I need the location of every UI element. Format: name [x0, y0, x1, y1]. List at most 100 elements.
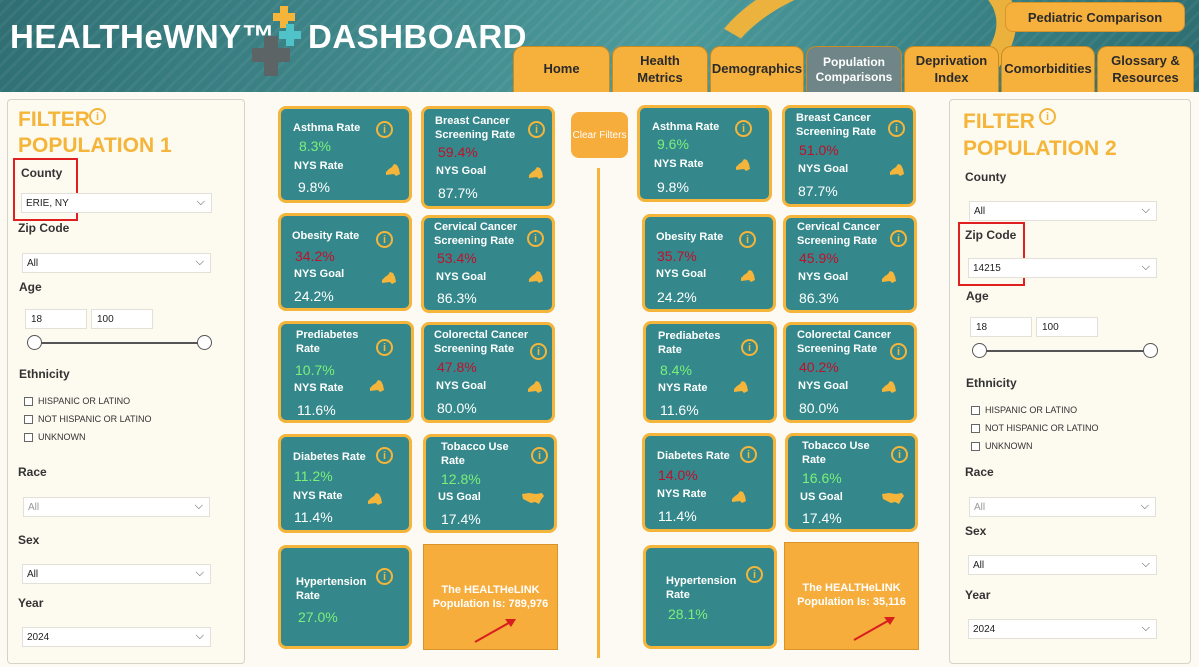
race-label: Race [965, 465, 994, 479]
info-icon[interactable]: i [746, 566, 763, 583]
asthma-card: Asthma Rate i 9.6% NYS Rate 9.8% [637, 105, 772, 202]
age-max-input[interactable]: 100 [91, 309, 153, 329]
ethnicity-option[interactable]: HISPANIC OR LATINO [24, 396, 130, 406]
tab-deprivation-index[interactable]: Deprivation Index [904, 46, 999, 92]
county-dropdown[interactable]: All ⌵ [969, 201, 1157, 221]
checkbox[interactable] [971, 441, 980, 451]
age-min-input[interactable]: 18 [25, 309, 87, 329]
highlight-box [13, 158, 78, 221]
info-icon[interactable]: i [527, 230, 544, 247]
year-dropdown[interactable]: 2024 ⌵ [968, 619, 1157, 639]
age-slider-min-handle[interactable] [972, 343, 987, 358]
ethnicity-option[interactable]: UNKNOWN [24, 432, 86, 442]
info-icon[interactable]: i [890, 230, 907, 247]
goal-label: NYS Rate [294, 160, 344, 172]
age-label: Age [966, 289, 989, 303]
ethnicity-option[interactable]: HISPANIC OR LATINO [971, 405, 1077, 415]
obesity-card: Obesity Rate i 35.7% NYS Goal 24.2% [642, 214, 776, 312]
ny-state-icon [529, 167, 543, 179]
checkbox[interactable] [971, 423, 980, 433]
age-slider-track[interactable] [980, 350, 1151, 352]
goal-value: 80.0% [437, 400, 477, 416]
tobacco-use-card: Tobacco Use Rate i 12.8% US Goal 17.4% [423, 434, 557, 533]
race-dropdown[interactable]: All ⌵ [969, 497, 1156, 517]
tab-home[interactable]: Home [513, 46, 610, 92]
race-dropdown[interactable]: All ⌵ [23, 497, 210, 517]
tab-glossary-resources[interactable]: Glossary & Resources [1097, 46, 1194, 92]
metric-label: Colorectal Cancer Screening Rate [434, 329, 529, 355]
tab-comorbidities[interactable]: Comorbidities [1001, 46, 1095, 92]
ethnicity-option-label: NOT HISPANIC OR LATINO [38, 414, 152, 424]
info-icon[interactable]: i [1039, 108, 1056, 125]
info-icon[interactable]: i [888, 120, 905, 137]
info-icon[interactable]: i [376, 231, 393, 248]
chevron-down-icon: ⌵ [1141, 261, 1150, 273]
info-icon[interactable]: i [890, 343, 907, 360]
age-slider-min-handle[interactable] [27, 335, 42, 350]
sex-value: All [973, 559, 985, 571]
county-value: All [974, 205, 986, 217]
info-icon[interactable]: i [739, 231, 756, 248]
info-icon[interactable]: i [891, 446, 908, 463]
info-icon[interactable]: i [376, 121, 393, 138]
info-icon[interactable]: i [376, 568, 393, 585]
pediatric-comparison-button[interactable]: Pediatric Comparison [1005, 2, 1185, 32]
chevron-down-icon: ⌵ [1141, 558, 1150, 570]
checkbox[interactable] [971, 405, 980, 415]
tab-health-metrics[interactable]: Health Metrics [612, 46, 708, 92]
tab-population-comparisons[interactable]: Population Comparisons [806, 46, 902, 92]
age-min-input[interactable]: 18 [970, 317, 1032, 337]
population-count-text: The HEALTHeLINK Population Is: 789,976 [432, 584, 549, 610]
info-icon[interactable]: i [530, 343, 547, 360]
health-cross-logo [252, 6, 301, 76]
clear-filters-button[interactable]: Clear Filters [571, 112, 628, 158]
year-label: Year [18, 596, 44, 610]
breast-cancer-card: Breast Cancer Screening Rate i 51.0% NYS… [782, 105, 916, 207]
ethnicity-option-label: NOT HISPANIC OR LATINO [985, 423, 1099, 433]
age-slider-max-handle[interactable] [197, 335, 212, 350]
info-icon[interactable]: i [735, 120, 752, 137]
info-icon[interactable]: i [741, 339, 758, 356]
checkbox[interactable] [24, 414, 33, 424]
ethnicity-option[interactable]: NOT HISPANIC OR LATINO [971, 423, 1099, 433]
goal-value: 24.2% [657, 289, 697, 305]
age-slider-max-handle[interactable] [1143, 343, 1158, 358]
metric-label: Hypertension Rate [666, 575, 737, 601]
info-icon[interactable]: i [376, 339, 393, 356]
metric-value: 27.0% [298, 609, 338, 625]
sex-dropdown[interactable]: All ⌵ [22, 564, 211, 584]
ethnicity-option-label: HISPANIC OR LATINO [38, 396, 131, 406]
title-right: DASHBOARD [308, 18, 527, 55]
year-dropdown[interactable]: 2024 ⌵ [22, 627, 211, 647]
info-icon[interactable]: i [89, 108, 106, 125]
metric-value: 10.7% [295, 362, 335, 378]
tab-demographics[interactable]: Demographics [710, 46, 804, 92]
age-max-input[interactable]: 100 [1036, 317, 1098, 337]
checkbox[interactable] [24, 432, 33, 442]
ethnicity-option[interactable]: NOT HISPANIC OR LATINO [24, 414, 152, 424]
metric-value: 34.2% [295, 248, 335, 264]
chevron-down-icon: ⌵ [1141, 204, 1150, 216]
info-icon[interactable]: i [531, 447, 548, 464]
zip-dropdown[interactable]: 14215 ⌵ [968, 258, 1157, 278]
ny-state-icon [741, 270, 755, 282]
goal-label: NYS Goal [798, 271, 849, 283]
checkbox[interactable] [24, 396, 33, 406]
goal-value: 80.0% [799, 400, 839, 416]
county-dropdown[interactable]: ERIE, NY ⌵ [21, 193, 212, 213]
metric-value: 11.2% [294, 468, 333, 484]
metric-value: 53.4% [437, 250, 477, 266]
sex-dropdown[interactable]: All ⌵ [968, 555, 1157, 575]
zip-label: Zip Code [18, 221, 70, 235]
info-icon[interactable]: i [528, 121, 545, 138]
asthma-card: Asthma Rate i 8.3% NYS Rate 9.8% [278, 106, 412, 203]
cervical-cancer-card: Cervical Cancer Screening Rate i 45.9% N… [783, 215, 917, 313]
metric-value: 59.4% [438, 144, 478, 160]
info-icon[interactable]: i [376, 447, 393, 464]
goal-label: NYS Rate [654, 158, 704, 170]
ethnicity-option[interactable]: UNKNOWN [971, 441, 1033, 451]
zip-dropdown[interactable]: All ⌵ [22, 253, 211, 273]
age-slider-track[interactable] [35, 342, 205, 344]
goal-label: US Goal [438, 491, 481, 503]
info-icon[interactable]: i [740, 446, 757, 463]
